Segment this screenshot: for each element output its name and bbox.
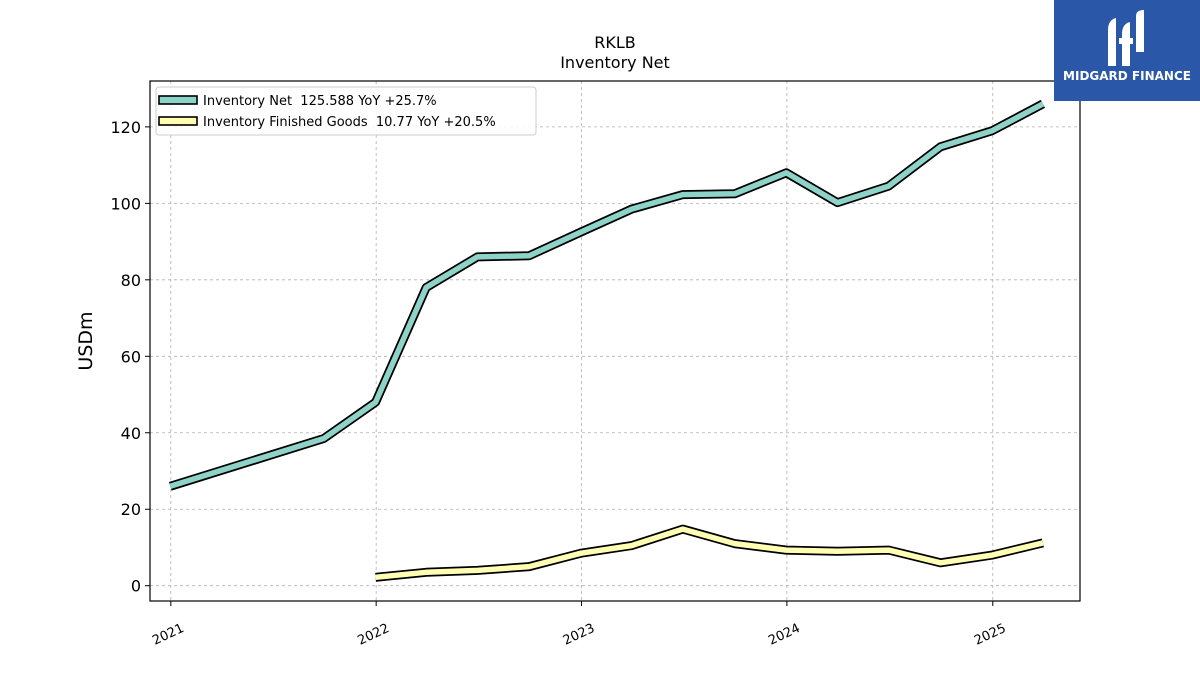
x-tick-label: 2024: [766, 621, 802, 649]
grid-lines: [150, 81, 1080, 601]
chart-subtitle: Inventory Net: [560, 53, 670, 72]
y-tick-label: 60: [121, 347, 141, 366]
series-line: [375, 526, 1044, 581]
legend-swatch: [158, 95, 198, 105]
y-tick-label: 120: [110, 118, 141, 137]
series-line: [169, 101, 1045, 489]
legend-label: Inventory Net 125.588 YoY +25.7%: [203, 94, 437, 109]
y-tick-label: 0: [131, 577, 141, 596]
y-tick-label: 40: [121, 424, 141, 443]
series-layer: [168, 99, 1046, 582]
x-axis: 2021 2022 2023 2024 2025: [150, 601, 1008, 649]
legend-swatch: [158, 116, 198, 126]
y-axis-label: USDm: [75, 311, 97, 370]
legend-box: [155, 86, 537, 136]
midgard-logo-icon: [1108, 10, 1144, 66]
legend-label: Inventory Finished Goods 10.77 YoY +20.5…: [203, 115, 496, 130]
y-tick-label: 80: [121, 271, 141, 290]
y-axis: 0 20 40 60 80 100 120: [110, 118, 150, 596]
x-tick-label: 2023: [561, 621, 597, 649]
plot-frame: [149, 80, 1081, 602]
x-tick-label: 2022: [356, 621, 392, 649]
x-tick-label: 2021: [150, 621, 186, 649]
logo-text: MIDGARD FINANCE: [1063, 69, 1191, 83]
y-tick-label: 100: [110, 194, 141, 213]
brand-logo: MIDGARD FINANCE: [1054, 0, 1200, 101]
series-line-outline: [168, 99, 1046, 491]
y-tick-label: 20: [121, 500, 141, 519]
chart-title: RKLB: [594, 33, 636, 52]
legend: Inventory Net 125.588 YoY +25.7% Inventor…: [155, 86, 537, 136]
x-tick-label: 2025: [972, 621, 1008, 649]
